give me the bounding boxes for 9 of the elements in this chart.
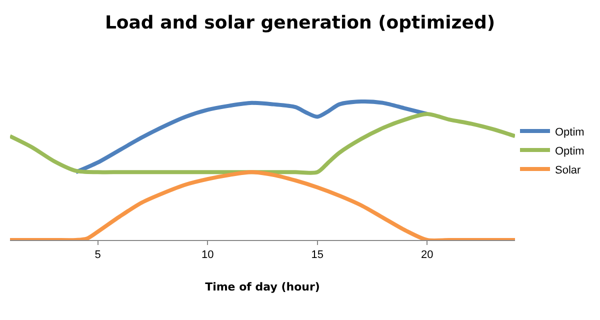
x-tick-label: 20 [421,249,434,262]
x-tick-label: 5 [94,249,101,262]
chart-title: Load and solar generation (optimized) [104,12,496,34]
x-tick-label: 15 [311,249,324,262]
legend-label: Solar [555,164,582,176]
legend-label: Optim [555,145,584,158]
x-tick-label: 10 [201,249,214,262]
x-axis-title: Time of day (hour) [205,280,320,294]
legend-label: Optim [555,126,584,138]
